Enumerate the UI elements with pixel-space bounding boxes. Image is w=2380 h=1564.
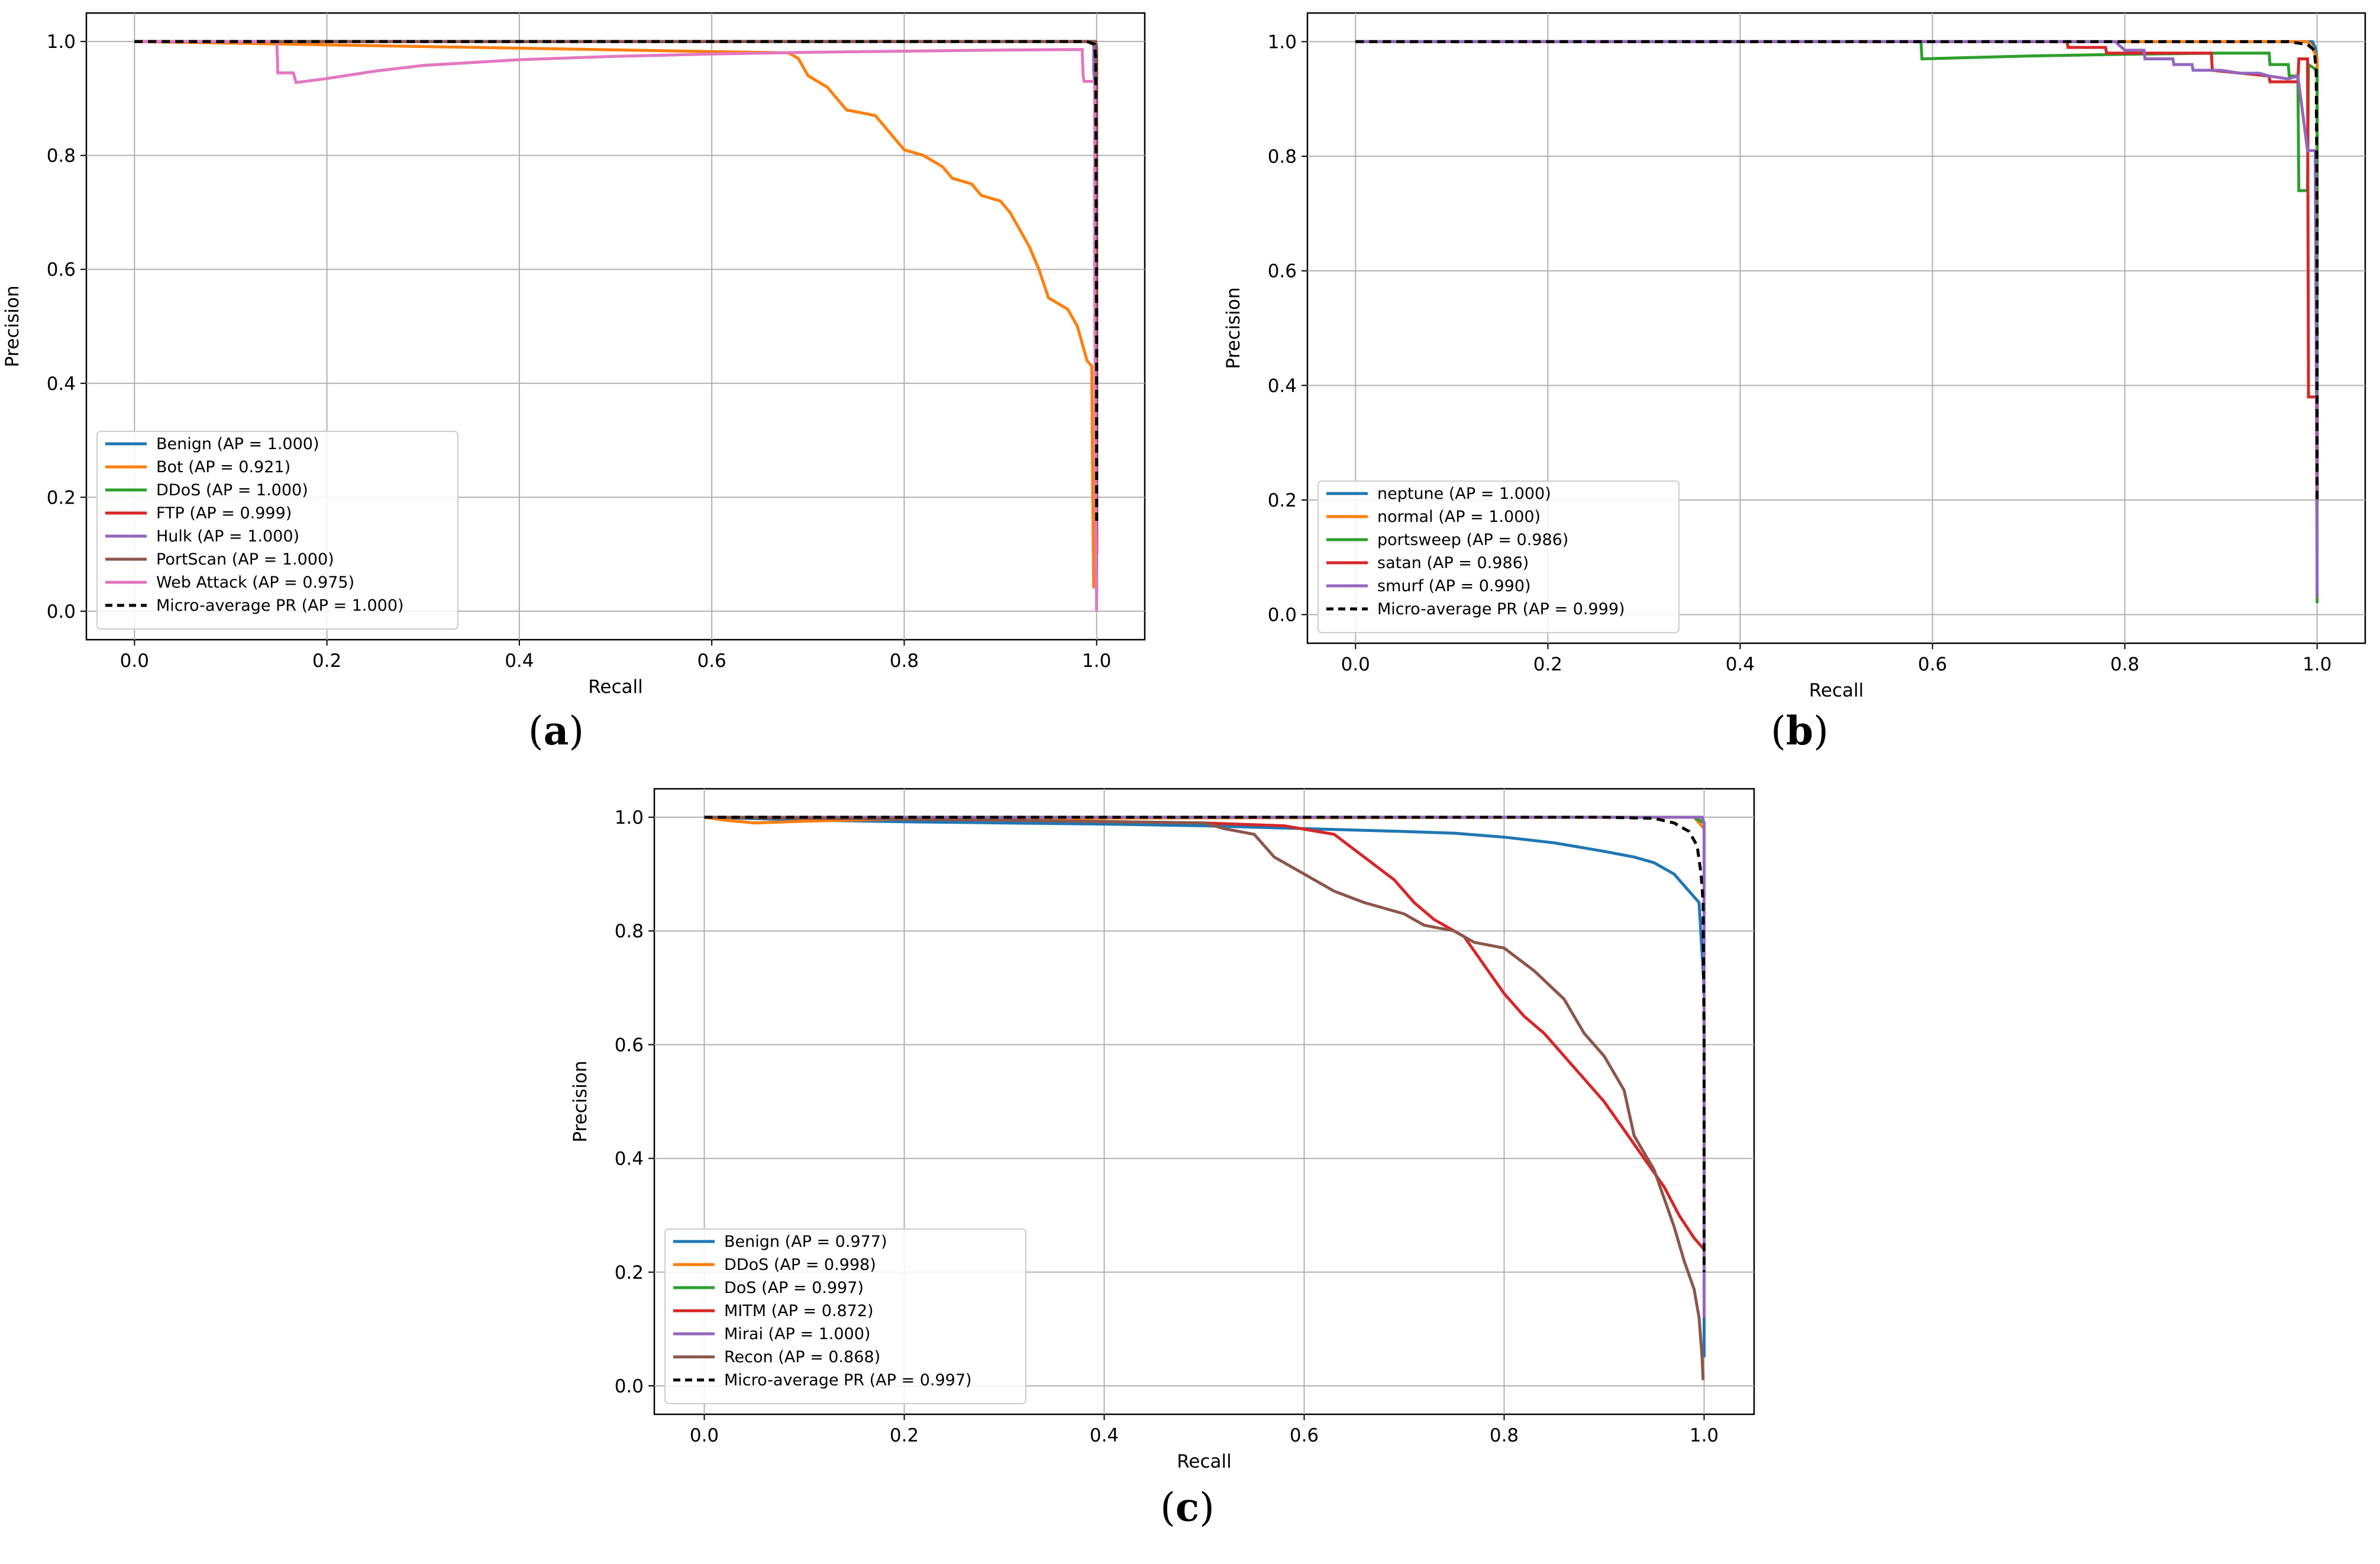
chart-b-legend-entry: satan (AP = 0.986) — [1377, 554, 1529, 572]
chart-a-caption: (a) — [528, 708, 584, 754]
chart-c-ylabel: Precision — [570, 1060, 591, 1142]
chart-c-legend-entry: Mirai (AP = 1.000) — [724, 1325, 870, 1343]
chart-c-xtick-label: 0.6 — [1290, 1425, 1319, 1446]
chart-a-legend-entry: Hulk (AP = 1.000) — [156, 527, 299, 546]
chart-b-series-line-6 — [1355, 40, 2319, 500]
chart-b-xtick-label: 0.2 — [1533, 654, 1562, 675]
chart-c-legend-entry: DoS (AP = 0.997) — [724, 1279, 864, 1297]
chart-c-xtick-label: 1.0 — [1690, 1425, 1719, 1446]
chart-b-legend-entry: normal (AP = 1.000) — [1377, 508, 1541, 526]
chart-a-series-line-2 — [134, 40, 1096, 589]
chart-a-ytick-label: 0.4 — [47, 373, 76, 395]
chart-a-legend-entry: Micro-average PR (AP = 1.000) — [156, 596, 404, 615]
chart-a-ytick-label: 0.0 — [47, 601, 76, 623]
chart-a-xtick-label: 0.0 — [120, 650, 149, 672]
chart-a-legend-entry: Web Attack (AP = 0.975) — [156, 573, 354, 592]
chart-c-legend-entry: Recon (AP = 0.868) — [724, 1348, 880, 1366]
chart-c-xtick-label: 0.2 — [890, 1425, 919, 1446]
chart-a-legend-entry: PortScan (AP = 1.000) — [156, 550, 334, 569]
chart-b-ytick-label: 0.6 — [1268, 261, 1297, 282]
chart-c-legend-entry: MITM (AP = 0.872) — [724, 1302, 874, 1320]
chart-b-xtick-label: 0.8 — [2110, 654, 2139, 675]
chart-b-xtick-label: 0.6 — [1918, 654, 1947, 675]
chart-c-legend-entry: Micro-average PR (AP = 0.997) — [724, 1371, 972, 1389]
chart-b-series-group — [1355, 40, 2319, 604]
chart-b-ytick-label: 0.0 — [1268, 605, 1297, 626]
chart-c-series-line-1 — [704, 815, 1706, 1357]
chart-b-ytick-label: 0.2 — [1268, 490, 1297, 511]
chart-c-legend-box — [664, 1228, 1026, 1404]
chart-a-legend: Benign (AP = 1.000) Bot (AP = 0.921) DDoS … — [96, 431, 458, 630]
chart-a-ytick-label: 0.2 — [47, 487, 76, 508]
chart-a-xtick-label: 0.2 — [312, 650, 341, 672]
chart-c-ytick-label: 1.0 — [615, 807, 644, 828]
chart-b-xlabel: Recall — [1809, 680, 1864, 701]
chart-a-ytick-label: 1.0 — [47, 31, 76, 53]
chart-c-series-line-4 — [704, 815, 1706, 1301]
chart-b-ytick-label: 0.8 — [1268, 146, 1297, 167]
chart-c-ytick-label: 0.0 — [615, 1376, 644, 1397]
chart-c-series-line-7 — [704, 815, 1706, 1272]
chart-b-ytick-label: 1.0 — [1268, 31, 1297, 53]
chart-b-legend-entry: Micro-average PR (AP = 0.999) — [1377, 600, 1625, 618]
chart-b-xtick-label: 0.0 — [1341, 654, 1370, 675]
chart-c-caption: (c) — [1160, 1484, 1215, 1530]
chart-a-ytick-label: 0.8 — [47, 146, 76, 167]
chart-a-xtick-label: 0.4 — [505, 650, 534, 672]
chart-c-xtick-label: 0.4 — [1090, 1425, 1119, 1446]
chart-a-series-line-8 — [134, 40, 1099, 526]
chart-c: 0.0 0.2 0.4 0.6 0.8 1.0 0.0 0.2 0.4 0.6 0.8 1.0 Reca… — [570, 788, 1755, 1530]
chart-b-ytick-label: 0.4 — [1268, 375, 1297, 396]
chart-a-legend-entry: DDoS (AP = 1.000) — [156, 481, 308, 499]
chart-c-legend: Benign (AP = 0.977) DDoS (AP = 0.998) DoS … — [664, 1228, 1026, 1404]
chart-a-xlabel: Recall — [588, 676, 643, 698]
chart-c-xlabel: Recall — [1177, 1451, 1232, 1472]
chart-b-xtick-label: 1.0 — [2303, 654, 2331, 675]
chart-c-xtick-label: 0.8 — [1490, 1425, 1519, 1446]
chart-a-xtick-label: 0.8 — [890, 650, 919, 672]
chart-a-legend-entry: Benign (AP = 1.000) — [156, 435, 319, 453]
chart-a-series-line-7 — [134, 40, 1099, 611]
chart-a-xtick-label: 1.0 — [1082, 650, 1111, 672]
chart-a-ytick-label: 0.6 — [47, 259, 76, 280]
chart-b-ylabel: Precision — [1223, 287, 1244, 369]
chart-b: 0.0 0.2 0.4 0.6 0.8 1.0 0.0 0.2 0.4 0.6 0.8 1.0 Reca… — [1223, 12, 2366, 754]
chart-b-legend-entry: portsweep (AP = 0.986) — [1377, 531, 1568, 549]
chart-c-legend-entry: Benign (AP = 0.977) — [724, 1233, 887, 1251]
chart-b-legend-box — [1317, 481, 1680, 633]
chart-c-series-group — [704, 815, 1706, 1381]
chart-b-legend-entry: smurf (AP = 0.990) — [1377, 577, 1531, 595]
chart-b-caption: (b) — [1771, 708, 1829, 754]
chart-a-legend-box — [96, 431, 458, 630]
chart-a-xtick-label: 0.6 — [697, 650, 726, 672]
chart-c-legend-entry: DDoS (AP = 0.998) — [724, 1256, 876, 1274]
chart-c-xtick-label: 0.0 — [690, 1425, 719, 1446]
chart-b-legend-entry: neptune (AP = 1.000) — [1377, 485, 1551, 503]
chart-c-series-line-6 — [704, 815, 1705, 1381]
chart-c-ytick-label: 0.4 — [615, 1149, 644, 1170]
chart-a-series-group — [134, 40, 1099, 611]
chart-b-xtick-label: 0.4 — [1726, 654, 1755, 675]
chart-a: 0.0 0.2 0.4 0.6 0.8 1.0 0.0 0.2 0.4 0.6 0.8 1.0 Reca… — [2, 12, 1146, 754]
chart-a-ylabel: Precision — [2, 285, 23, 367]
chart-b-series-line-5 — [1355, 40, 2319, 598]
chart-b-legend: neptune (AP = 1.000) normal (AP = 1.000) p… — [1317, 481, 1680, 633]
chart-a-legend-entry: Bot (AP = 0.921) — [156, 458, 290, 476]
chart-c-ytick-label: 0.2 — [615, 1262, 644, 1284]
chart-c-ytick-label: 0.8 — [615, 921, 644, 942]
chart-a-legend-entry: FTP (AP = 0.999) — [156, 504, 292, 523]
chart-c-ytick-label: 0.6 — [615, 1034, 644, 1056]
